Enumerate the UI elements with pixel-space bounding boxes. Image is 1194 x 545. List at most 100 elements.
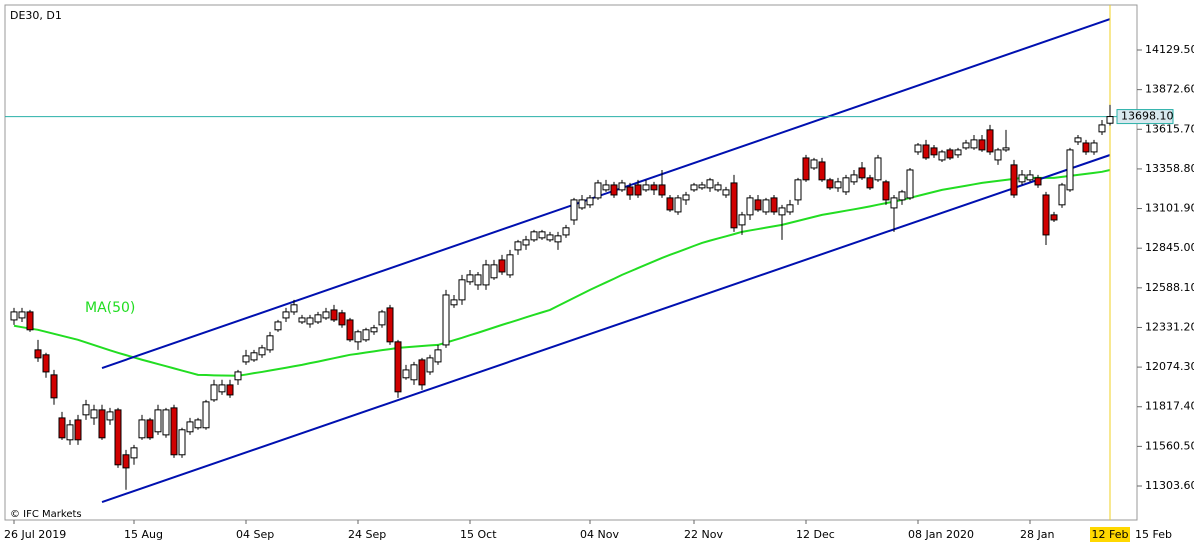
candle-body xyxy=(594,182,602,199)
current-date-box xyxy=(1090,527,1130,542)
candle-body xyxy=(698,184,706,189)
candle-body xyxy=(218,384,226,393)
candle-body xyxy=(18,311,26,319)
candle-body xyxy=(818,161,826,181)
candle-body xyxy=(682,194,690,201)
candle-body xyxy=(226,384,234,396)
candle-body xyxy=(666,197,674,211)
candle-body xyxy=(1090,142,1098,153)
x-tick-label: 12 Feb xyxy=(1092,528,1129,541)
candle-body xyxy=(338,312,346,326)
candle-body xyxy=(914,144,922,153)
candle-body xyxy=(98,409,106,439)
candle-body xyxy=(306,317,314,325)
candle-body xyxy=(986,129,994,153)
candle-body xyxy=(1018,174,1026,183)
candle-body xyxy=(578,199,586,209)
y-tick-label: 14129.50 xyxy=(1145,43,1194,56)
candle-body xyxy=(706,179,714,189)
candle-body xyxy=(378,311,386,326)
y-tick-label: 13101.90 xyxy=(1145,202,1194,215)
candle-body xyxy=(450,299,458,306)
candle-body xyxy=(1042,194,1050,236)
candle-body xyxy=(266,335,274,351)
price-label-box xyxy=(1116,109,1174,125)
candle-body xyxy=(10,311,18,321)
candle-body xyxy=(74,419,82,441)
candle-body xyxy=(850,174,858,183)
candle-body xyxy=(290,304,298,313)
candle-body xyxy=(858,167,866,179)
x-tick-label: 24 Sep xyxy=(348,528,386,541)
candle-body xyxy=(994,149,1002,161)
candle-body xyxy=(642,184,650,191)
candle-body xyxy=(66,424,74,441)
candle-body xyxy=(898,191,906,201)
candle-body xyxy=(762,199,770,213)
candle-body xyxy=(946,149,954,159)
candle-body xyxy=(874,157,882,181)
y-tick-label: 11560.50 xyxy=(1145,439,1194,452)
y-tick-label: 13615.70 xyxy=(1145,122,1194,135)
candle-body xyxy=(842,177,850,193)
candle-body xyxy=(530,231,538,241)
candle-body xyxy=(930,147,938,156)
candle-body xyxy=(514,241,522,251)
channel-line xyxy=(101,18,1111,369)
candle-body xyxy=(714,184,722,191)
candle-body xyxy=(1050,214,1058,221)
candle-body xyxy=(186,421,194,433)
candle-body xyxy=(626,186,634,196)
x-tick-label: 15 Oct xyxy=(460,528,497,541)
candle-body xyxy=(354,331,362,343)
candle-body xyxy=(362,329,370,341)
candle-body xyxy=(922,144,930,159)
y-tick-label: 12845.00 xyxy=(1145,241,1194,254)
candle-body xyxy=(282,311,290,319)
candle-body xyxy=(1074,137,1082,143)
candle-body xyxy=(178,429,186,456)
price-label: 13698.10 xyxy=(1121,110,1174,123)
candle-body xyxy=(250,352,258,361)
candle-body xyxy=(546,234,554,241)
candle-body xyxy=(418,359,426,386)
candle-body xyxy=(34,349,42,359)
candle-body xyxy=(410,364,418,381)
candle-body xyxy=(58,417,66,439)
candle-body xyxy=(602,184,610,191)
candle-body xyxy=(938,151,946,161)
candle-body xyxy=(810,159,818,169)
candle-body xyxy=(442,294,450,346)
x-tick-label: 12 Dec xyxy=(796,528,835,541)
candle-body xyxy=(426,357,434,373)
candle-body xyxy=(1010,164,1018,196)
candle-body xyxy=(658,184,666,196)
candle-body xyxy=(322,311,330,319)
x-tick-label: 22 Nov xyxy=(684,528,723,541)
candle-body xyxy=(50,374,58,399)
candle-body xyxy=(802,157,810,181)
candle-body xyxy=(130,447,138,459)
x-tick-label: 04 Sep xyxy=(236,528,274,541)
candle-body xyxy=(194,419,202,429)
candle-body xyxy=(506,254,514,276)
candle-body xyxy=(458,279,466,301)
candle-body xyxy=(106,411,114,421)
candle-body xyxy=(210,384,218,401)
candle-body xyxy=(562,227,570,236)
y-tick-label: 11817.40 xyxy=(1145,400,1194,413)
ma-label: MA(50) xyxy=(85,300,135,316)
y-tick-label: 11303.60 xyxy=(1145,479,1194,492)
candle-body xyxy=(794,179,802,201)
ma-line xyxy=(13,168,1111,377)
candle-body xyxy=(1082,142,1090,153)
candle-body xyxy=(906,169,914,199)
candle-body xyxy=(570,199,578,221)
candle-body xyxy=(370,327,378,333)
candle-body xyxy=(522,239,530,246)
candle-body xyxy=(498,259,506,273)
candle-body xyxy=(1026,174,1034,181)
candle-body xyxy=(554,235,562,243)
candle-body xyxy=(674,197,682,213)
